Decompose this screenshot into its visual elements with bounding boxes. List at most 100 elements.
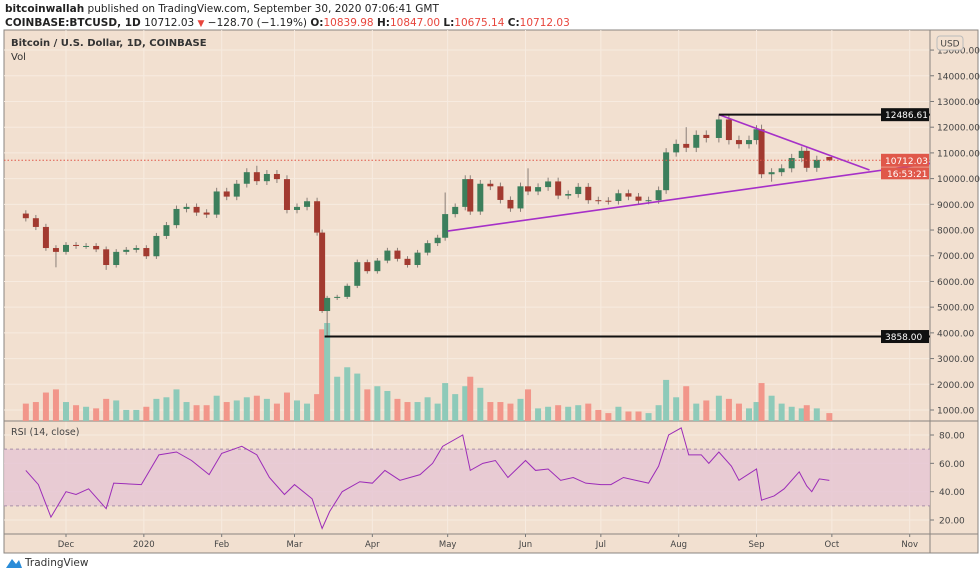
volume-bar [334, 376, 341, 421]
candle-body [788, 158, 795, 169]
volume-bar [153, 398, 160, 421]
candle-body [73, 244, 80, 246]
tradingview-logo[interactable]: TradingView [6, 557, 88, 569]
volume-bar [803, 405, 810, 421]
candle-body [213, 191, 220, 215]
volume-bar [133, 409, 140, 421]
candle-body [753, 129, 760, 141]
candle-body [133, 248, 140, 250]
candle-body [334, 296, 341, 298]
candle-body [703, 134, 710, 138]
open-value: 10839.98 [323, 17, 374, 29]
price-tick-label: 6000.00 [937, 278, 974, 288]
symbol: COINBASE:BTCUSD, 1D [5, 17, 141, 29]
volume-bar [434, 403, 441, 421]
candle-body [745, 140, 752, 145]
publish-info: bitcoinwallah published on TradingView.c… [5, 3, 439, 15]
price-tick-label: 8000.00 [937, 227, 974, 237]
currency-label: USD [940, 40, 959, 50]
candle-body [294, 206, 301, 210]
volume-bar [663, 379, 670, 421]
volume-bar [798, 408, 805, 421]
candle-body [52, 248, 59, 252]
price-tick-label: 7000.00 [937, 252, 974, 262]
candle-body [497, 186, 504, 200]
candle-body [555, 181, 562, 196]
candle-body [193, 206, 200, 213]
volume-bar [404, 402, 411, 421]
volume-bar [585, 403, 592, 421]
volume-bar [52, 389, 59, 421]
candle-body [263, 173, 270, 182]
candle-body [183, 206, 190, 209]
candle-body [487, 183, 494, 187]
time-tick-label: Oct [825, 540, 840, 550]
candle-body [535, 187, 542, 192]
volume-bar [545, 406, 552, 421]
price-tick-label: 11000.00 [937, 149, 980, 159]
candle-body [625, 193, 632, 197]
volume-bar [655, 405, 662, 421]
candle-body [384, 250, 391, 261]
price-tick-label: 9000.00 [937, 201, 974, 211]
rsi-tick-label: 40.00 [939, 488, 965, 498]
time-tick-label: Dec [58, 540, 75, 550]
volume-bar [462, 386, 469, 421]
candle-body [813, 159, 820, 168]
symbol-quote: COINBASE:BTCUSD, 1D 10712.03 ▼ −128.70 (… [5, 17, 570, 29]
volume-bar [233, 400, 240, 421]
candle-body [467, 179, 474, 212]
candle-body [663, 152, 670, 191]
volume-bar [243, 397, 250, 421]
author-name[interactable]: bitcoinwallah [5, 3, 85, 15]
publish-text: published on TradingView.com, September … [87, 3, 439, 15]
rsi-line [25, 427, 830, 530]
volume-bar [374, 386, 381, 421]
countdown-label-bg [881, 167, 929, 180]
volume-bar [294, 400, 301, 421]
candle-body [525, 186, 532, 192]
volume-bar [42, 392, 49, 421]
candle-body [655, 190, 662, 201]
last-price: 10712.03 [144, 17, 195, 29]
level-label-bg [881, 108, 929, 122]
support-trendline [447, 162, 931, 232]
candle-body [83, 245, 90, 247]
volume-bar [535, 408, 542, 421]
volume-bar [273, 403, 280, 421]
volume-bar [73, 405, 80, 421]
last-price-label: 10712.03 [885, 157, 928, 167]
price-tick-label: 1000.00 [937, 407, 974, 417]
volume-bar [813, 408, 820, 421]
candle-body [477, 183, 484, 212]
candle-body [233, 183, 240, 197]
price-tick-label: 5000.00 [937, 304, 974, 314]
tradingview-icon [6, 559, 22, 568]
level-label-bg [881, 330, 929, 344]
brand-name: TradingView [25, 557, 89, 569]
chart-legend-title: Bitcoin / U.S. Dollar, 1D, COINBASE [11, 38, 207, 49]
currency-box [936, 35, 964, 51]
time-tick-label: 2020 [133, 540, 155, 550]
candle-body [354, 262, 361, 286]
volume-bar [32, 402, 39, 421]
volume-bar [22, 403, 29, 421]
volume-bar [123, 409, 130, 421]
volume-bar [103, 398, 110, 421]
resistance-trendline [718, 113, 870, 171]
open-label: O: [310, 17, 324, 29]
candle-body [803, 150, 810, 168]
volume-bar [778, 403, 785, 421]
candle-body [462, 179, 469, 207]
time-tick-label: Mar [286, 540, 303, 550]
candle-body [585, 186, 592, 201]
candle-body [442, 214, 449, 238]
candle-body [693, 134, 700, 148]
time-tick-label: Apr [365, 540, 380, 550]
candle-body [253, 172, 260, 182]
candle-body [565, 194, 572, 196]
level-label: 12486.61 [885, 111, 928, 121]
volume-bar [253, 395, 260, 421]
volume-bar [487, 402, 494, 421]
